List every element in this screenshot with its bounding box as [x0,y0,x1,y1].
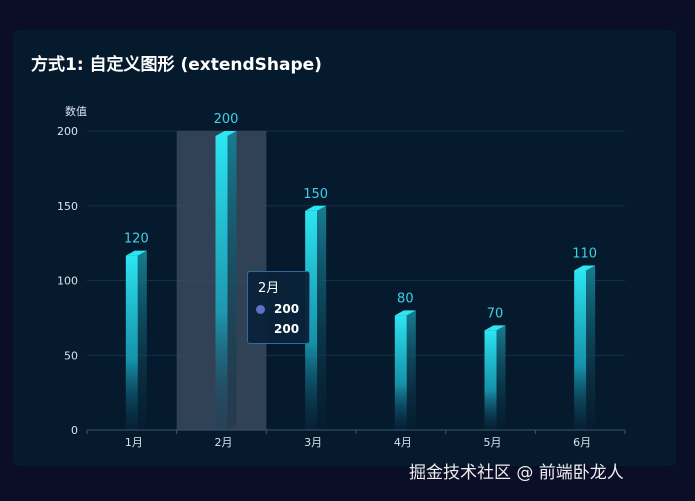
data-label: 80 [397,291,414,306]
bar-front [394,315,407,430]
bar-front [305,210,318,430]
bar-side [137,250,147,430]
chart-panel [13,30,676,466]
y-tick-label: 50 [64,349,78,362]
bar [215,131,237,430]
bar [305,205,327,430]
data-label: 110 [572,247,597,262]
bar [394,310,416,430]
data-label: 200 [214,112,239,127]
bar-top [574,265,596,271]
x-tick-label: 1月 [125,436,143,449]
bar-side [227,131,237,430]
x-tick-label: 4月 [394,436,412,449]
bar-front [484,330,497,430]
tooltip-marker [256,304,265,314]
data-label: 70 [487,306,504,321]
x-tick-label: 6月 [573,436,591,449]
chart-title: 方式1: 自定义图形 (extendShape) [31,55,322,75]
bar-top [215,131,237,136]
bar-side [317,205,327,430]
tooltip-value: 200 [274,322,300,336]
bar-top [484,325,506,331]
x-tick-label: 2月 [215,436,233,449]
bar-side [586,265,596,430]
bar [125,250,147,430]
bar [574,265,596,430]
x-tick-label: 5月 [484,436,502,449]
bar-top [125,250,147,256]
data-label: 120 [124,232,149,247]
bar-front [215,136,228,430]
bar-front [125,255,138,430]
data-label: 150 [303,187,328,202]
bar-front [574,270,587,430]
bar [484,325,506,430]
bar-top [305,205,327,211]
y-tick-label: 150 [57,200,78,213]
bar-top [394,310,416,316]
y-axis-label: 数值 [65,105,87,118]
x-tick-label: 3月 [304,436,322,449]
watermark: 掘金技术社区 @ 前端卧龙人 [409,463,624,483]
tooltip-row: 200 [256,302,299,316]
bar-side [406,310,416,430]
tooltip-title: 2月 [258,281,280,296]
tooltip: 2月 200 200 [247,271,310,344]
bar-side [496,325,506,430]
y-tick-label: 100 [57,275,78,288]
tooltip-value: 200 [274,302,300,316]
tooltip-row: 200 [256,322,299,336]
y-tick-label: 200 [57,125,78,138]
y-tick-label: 0 [71,424,78,437]
